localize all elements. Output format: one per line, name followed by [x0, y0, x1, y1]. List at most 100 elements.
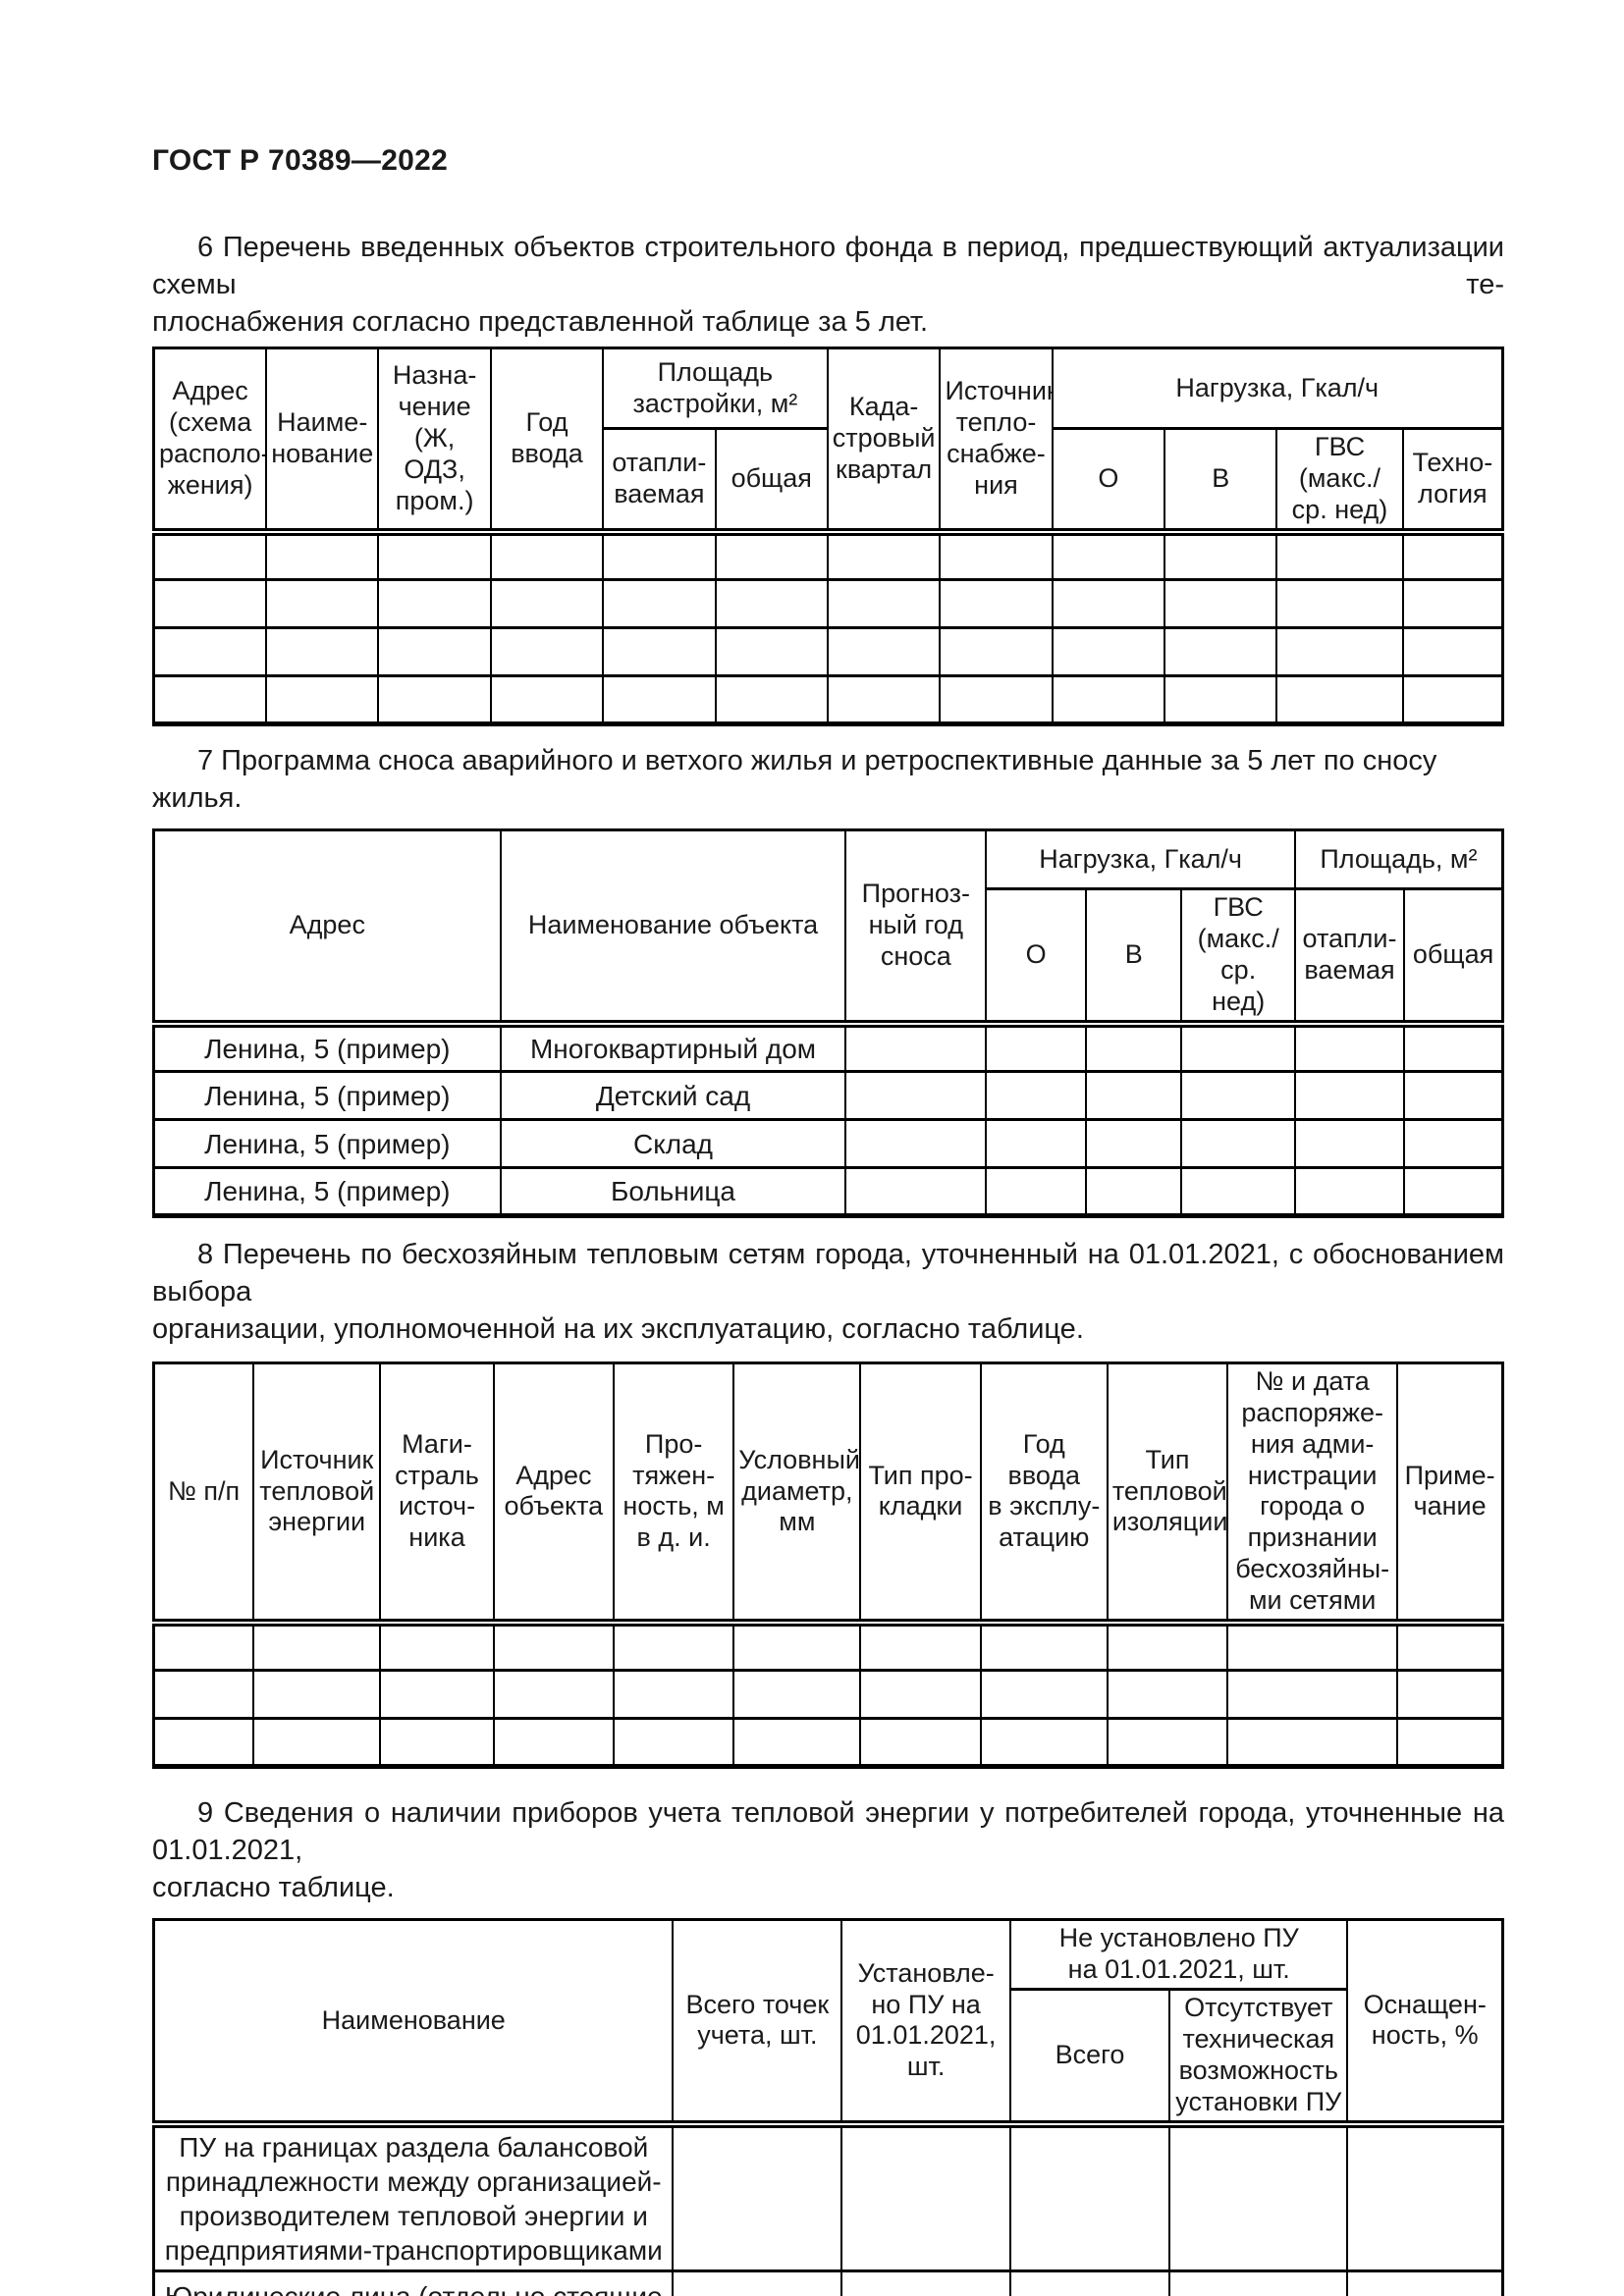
empty-cell [939, 527, 1054, 582]
col-header-load-technology: Техно- логия [1401, 426, 1504, 534]
empty-cell [152, 578, 268, 630]
col-header-address: Адрес [152, 828, 502, 1026]
table-row [152, 578, 1504, 630]
paragraph-line: плоснабжения согласно представленной таб… [152, 306, 929, 338]
empty-cell [252, 1669, 382, 1721]
empty-cell [1293, 1019, 1406, 1074]
table-row: Ленина, 5 (пример) Склад [152, 1118, 1504, 1170]
empty-cell [265, 626, 380, 678]
table-metering-devices: Наименование Всего точек учета, шт. Уста… [152, 1918, 1504, 2296]
empty-cell [1293, 1070, 1406, 1122]
col-header-consumer-name: Наименование [152, 1918, 675, 2126]
table-row: Ленина, 5 (пример) Больница [152, 1166, 1504, 1218]
empty-cell [1346, 2269, 1504, 2296]
col-group-load: Нагрузка, Гкал/ч [1051, 347, 1504, 430]
empty-cell [492, 1717, 616, 1769]
table-demolition-program: Адрес Наименование объекта Прогноз- ный … [152, 828, 1504, 1219]
cell-object-name: Склад [499, 1118, 847, 1170]
empty-cell [1226, 1669, 1399, 1721]
empty-cell [1164, 578, 1278, 630]
empty-cell [1396, 1669, 1504, 1721]
cell-address: Ленина, 5 (пример) [152, 1166, 502, 1218]
empty-cell [1106, 1618, 1229, 1673]
empty-cell [1275, 674, 1404, 726]
empty-cell [252, 1717, 382, 1769]
cell-consumer-name: Юридические лица (отдельно стоящие объек… [152, 2269, 675, 2296]
col-header-nominal-diameter: Условный диаметр, мм [732, 1362, 862, 1625]
col-header-row-number: № п/п [152, 1362, 255, 1625]
empty-cell [714, 674, 829, 726]
col-group-area: Площадь, м² [1293, 828, 1504, 891]
empty-cell [612, 1618, 735, 1673]
empty-cell [1401, 578, 1504, 630]
empty-cell [672, 2269, 843, 2296]
paragraph-9: 9 Сведения о наличии приборов учета тепл… [152, 1794, 1504, 1906]
empty-cell [612, 1669, 735, 1721]
table-row: ПУ на границах раздела балансовой принад… [152, 2119, 1504, 2272]
empty-cell [1164, 527, 1278, 582]
table-row [152, 1669, 1504, 1721]
col-header-heat-source: Источник тепловой энергии [252, 1362, 382, 1625]
empty-cell [489, 626, 605, 678]
table-row [152, 1618, 1504, 1673]
empty-cell [1226, 1618, 1399, 1673]
col-header-insulation-type: Тип тепловой изоляции [1106, 1362, 1229, 1625]
empty-cell [826, 578, 942, 630]
empty-cell [1401, 626, 1504, 678]
empty-cell [1275, 578, 1404, 630]
empty-cell [492, 1618, 616, 1673]
col-group-load: Нагрузка, Гкал/ч [985, 828, 1296, 891]
empty-cell [379, 1618, 495, 1673]
empty-cell [489, 527, 605, 582]
col-header-area-heated: отапли- ваемая [1293, 887, 1406, 1026]
paragraph-line: 8 Перечень по бесхозяйным тепловым сетям… [152, 1239, 1504, 1308]
empty-cell [1106, 1717, 1229, 1769]
empty-cell [844, 1070, 988, 1122]
empty-cell [859, 1669, 982, 1721]
empty-cell [979, 1618, 1109, 1673]
cell-object-name: Многоквартирный дом [499, 1019, 847, 1074]
empty-cell [1084, 1019, 1183, 1074]
empty-cell [152, 1669, 255, 1721]
paragraph-line: согласно таблице. [152, 1872, 395, 1904]
empty-cell [152, 1618, 255, 1673]
empty-cell [859, 1618, 982, 1673]
col-header-load-ventilation: В [1084, 887, 1183, 1026]
empty-cell [602, 626, 717, 678]
cell-address: Ленина, 5 (пример) [152, 1019, 502, 1074]
empty-cell [826, 626, 942, 678]
col-header-equipment-rate: Оснащен- ность, % [1346, 1918, 1504, 2126]
col-header-total-metering-points: Всего точек учета, шт. [672, 1918, 843, 2126]
empty-cell [1008, 2119, 1171, 2272]
cell-address: Ленина, 5 (пример) [152, 1118, 502, 1170]
col-header-object-address: Адрес объекта [492, 1362, 616, 1625]
col-header-name: Наиме- нование [265, 346, 380, 534]
col-header-load-hot-water: ГВС (макс./ ср. нед) [1275, 426, 1404, 534]
empty-cell [1275, 527, 1404, 582]
empty-cell [1401, 674, 1504, 726]
table-new-buildings: Адрес (схема располо- жения) Наиме- нова… [152, 346, 1504, 727]
paragraph-line: 9 Сведения о наличии приборов учета тепл… [152, 1797, 1504, 1867]
paragraph-7: 7 Программа сноса аварийного и ветхого ж… [152, 742, 1504, 817]
col-header-installed-meters: Установле- но ПУ на 01.01.2021, шт. [840, 1918, 1011, 2126]
empty-cell [844, 1019, 988, 1074]
col-header-load-heating: О [1051, 426, 1166, 534]
col-header-area-total: общая [1403, 887, 1504, 1026]
col-header-object-name: Наименование объекта [499, 828, 847, 1026]
empty-cell [985, 1019, 1087, 1074]
empty-cell [939, 626, 1054, 678]
col-header-area-total: общая [714, 426, 829, 534]
empty-cell [152, 674, 268, 726]
paragraph-line: организации, уполномоченной на их эксплу… [152, 1313, 1084, 1346]
empty-cell [1396, 1717, 1504, 1769]
col-group-not-installed: Не установлено ПУ на 01.01.2021, шт. [1008, 1918, 1349, 1992]
empty-cell [379, 1717, 495, 1769]
empty-cell [840, 2119, 1011, 2272]
empty-cell [714, 626, 829, 678]
empty-cell [602, 674, 717, 726]
empty-cell [1168, 2119, 1349, 2272]
empty-cell [1293, 1118, 1406, 1170]
col-header-length: Про- тяжен- ность, м в д. и. [612, 1362, 735, 1625]
empty-cell [377, 626, 492, 678]
empty-cell [1084, 1118, 1183, 1170]
